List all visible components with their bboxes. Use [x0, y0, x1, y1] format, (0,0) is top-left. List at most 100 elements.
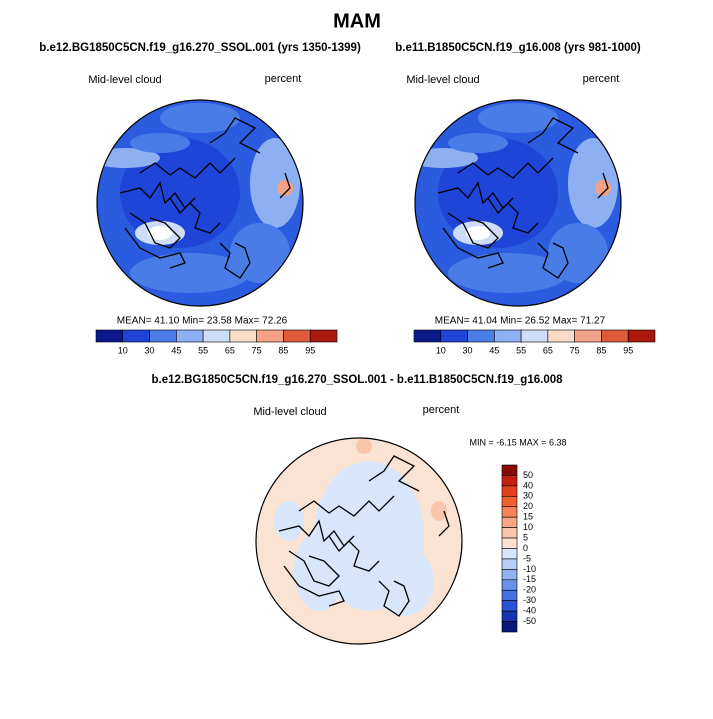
colorbar-label: 55 [516, 345, 526, 355]
colorbar-box [501, 537, 518, 549]
stats: MIN = -6.15 MAX = 6.38 [469, 437, 566, 447]
colorbar-box [202, 329, 231, 343]
left-label: Mid-level cloud [253, 406, 326, 418]
coastline [378, 580, 410, 617]
coastline [129, 212, 181, 249]
colorbar-box [520, 329, 549, 343]
colorbar-label: -10 [523, 564, 536, 574]
colorbar-box [501, 589, 518, 601]
map-field [448, 253, 568, 293]
map-field [250, 138, 300, 228]
colorbar-box [413, 329, 442, 343]
coastline [487, 197, 539, 234]
map-field [448, 133, 508, 153]
map-field [478, 103, 558, 133]
coastline [447, 212, 499, 249]
stats: MEAN= 41.10 Min= 23.58 Max= 72.26 [117, 316, 288, 327]
map-field [466, 226, 490, 240]
colorbar-label: 85 [596, 345, 606, 355]
map-field [148, 226, 172, 240]
coastline [537, 242, 569, 279]
colorbar-label: -20 [523, 585, 536, 595]
coastline [437, 181, 514, 210]
colorbar-box [627, 329, 656, 343]
panel-subtitle: b.e12.BG1850C5CN.f19_g16.270_SSOL.001 (y… [39, 42, 361, 54]
map-field [120, 138, 240, 248]
coastline [457, 157, 554, 179]
coastline [438, 510, 450, 537]
coastline [209, 117, 261, 154]
right-label: percent [583, 73, 620, 85]
coastline [298, 495, 395, 517]
map-field [374, 546, 434, 616]
colorbar-box [229, 329, 257, 343]
map-field [438, 138, 558, 248]
colorbar-box [574, 329, 602, 343]
colorbar-box [501, 610, 518, 622]
colorbar-box [440, 329, 468, 343]
colorbar-box [501, 527, 518, 539]
colorbar-label: 0 [523, 543, 528, 553]
colorbar-label: 95 [305, 345, 315, 355]
colorbar-box [149, 329, 177, 343]
panel-subtitle: b.e12.BG1850C5CN.f19_g16.270_SSOL.001 - … [151, 374, 563, 386]
colorbar-box [547, 329, 575, 343]
map-border [414, 99, 622, 307]
colorbar-box [501, 516, 518, 528]
colorbar-label: -5 [523, 553, 531, 563]
map-field [274, 501, 304, 541]
polar-map [415, 100, 621, 306]
colorbar-box [122, 329, 150, 343]
colorbar-box [309, 329, 338, 343]
map-field [130, 133, 190, 153]
coastline [119, 181, 196, 210]
colorbar-label: 75 [252, 345, 262, 355]
colorbar-box [95, 329, 124, 343]
colorbar-label: 50 [523, 470, 533, 480]
colorbar-box [501, 548, 518, 560]
coastline [219, 242, 251, 279]
colorbar-box [501, 485, 518, 497]
colorbar-label: 40 [523, 480, 533, 490]
colorbar-label: 20 [523, 501, 533, 511]
map-border [255, 437, 463, 645]
polar-map [256, 438, 462, 644]
map-field [431, 501, 447, 521]
colorbar-label: 85 [278, 345, 288, 355]
colorbar-box [601, 329, 629, 343]
colorbar-box [501, 475, 518, 487]
colorbar-label: 5 [523, 532, 528, 542]
colorbar-label: 10 [436, 345, 446, 355]
coastline [169, 197, 221, 234]
colorbar-label: 30 [523, 491, 533, 501]
colorbar-label: 30 [463, 345, 473, 355]
map-field [230, 223, 290, 283]
colorbar-box [501, 558, 518, 570]
colorbar-label: 10 [118, 345, 128, 355]
colorbar-label: 45 [489, 345, 499, 355]
panel-subtitle: b.e11.B1850C5CN.f19_g16.008 (yrs 981-100… [395, 42, 641, 54]
coastline [288, 550, 340, 587]
colorbar-label: 65 [543, 345, 553, 355]
colorbar-box [256, 329, 284, 343]
colorbar-box [501, 621, 518, 633]
colorbar-box [501, 600, 518, 612]
coastline [442, 227, 504, 269]
map-field [548, 223, 608, 283]
colorbar-box [494, 329, 522, 343]
map-field [568, 138, 618, 228]
coastline [279, 172, 291, 199]
colorbar-label: -15 [523, 574, 536, 584]
map-field [356, 438, 372, 454]
colorbar-label: 45 [171, 345, 181, 355]
colorbar-box [467, 329, 495, 343]
colorbar-box [501, 506, 518, 518]
coastline [283, 565, 345, 607]
colorbar-label: -30 [523, 595, 536, 605]
map-border [96, 99, 304, 307]
stats: MEAN= 41.04 Min= 26.52 Max= 71.27 [435, 316, 606, 327]
coastline [139, 157, 236, 179]
right-label: percent [423, 404, 460, 416]
colorbar-label: 10 [523, 522, 533, 532]
